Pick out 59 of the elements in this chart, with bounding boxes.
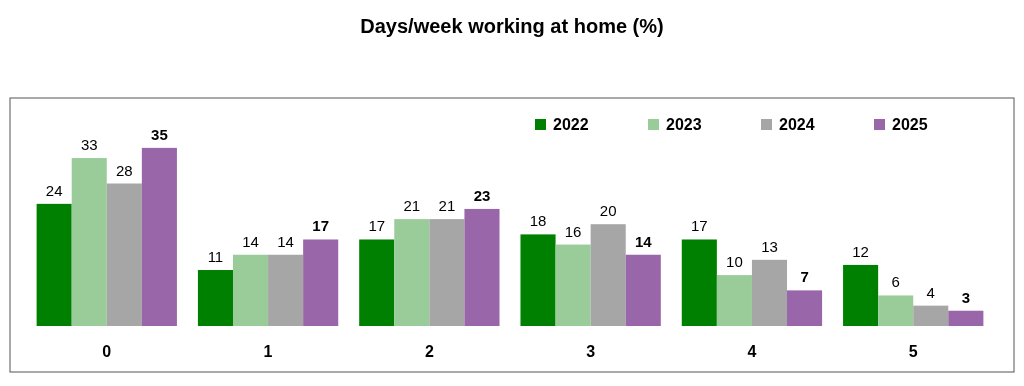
bar bbox=[71, 158, 107, 326]
bar bbox=[681, 239, 717, 326]
legend-label: 2025 bbox=[892, 116, 928, 133]
bar bbox=[913, 305, 949, 326]
data-label: 10 bbox=[726, 253, 743, 271]
bar bbox=[359, 239, 395, 326]
bar bbox=[394, 219, 430, 326]
bar bbox=[625, 254, 661, 326]
data-label: 13 bbox=[761, 237, 778, 255]
data-label: 24 bbox=[45, 181, 63, 199]
data-label: 33 bbox=[80, 136, 98, 154]
legend-label: 2023 bbox=[666, 116, 702, 133]
data-label: 16 bbox=[564, 222, 582, 240]
bar bbox=[197, 270, 233, 326]
x-tick-label: 4 bbox=[747, 343, 757, 360]
bar bbox=[36, 203, 72, 326]
x-tick-label: 3 bbox=[586, 343, 596, 360]
x-tick-label: 0 bbox=[102, 343, 112, 360]
legend-label: 2024 bbox=[779, 116, 815, 133]
bar bbox=[787, 290, 823, 326]
data-label: 3 bbox=[961, 288, 971, 306]
bar bbox=[429, 219, 465, 326]
data-label: 20 bbox=[599, 202, 617, 220]
bar bbox=[232, 254, 269, 326]
bar bbox=[464, 208, 500, 326]
data-label: 12 bbox=[852, 242, 869, 260]
data-label: 28 bbox=[115, 161, 133, 179]
x-tick-label: 5 bbox=[908, 343, 918, 360]
bar bbox=[106, 183, 142, 326]
bar bbox=[590, 224, 626, 326]
data-label: 14 bbox=[242, 232, 259, 250]
bar bbox=[303, 239, 339, 326]
data-label: 18 bbox=[529, 212, 547, 230]
x-tick-label: 1 bbox=[263, 343, 273, 360]
data-label: 7 bbox=[800, 268, 809, 286]
data-label: 17 bbox=[312, 217, 330, 235]
data-label: 4 bbox=[926, 283, 935, 301]
data-label: 21 bbox=[438, 197, 456, 215]
data-label: 17 bbox=[368, 217, 386, 235]
bar bbox=[520, 234, 556, 326]
chart-title: Days/week working at home (%) bbox=[360, 15, 664, 37]
data-label: 35 bbox=[151, 125, 168, 143]
data-label: 6 bbox=[891, 273, 900, 291]
bar bbox=[843, 264, 879, 326]
bar bbox=[878, 295, 914, 326]
data-label: 14 bbox=[277, 232, 294, 250]
bar bbox=[268, 254, 304, 326]
data-label: 11 bbox=[207, 248, 224, 266]
bar bbox=[751, 259, 788, 326]
data-label: 17 bbox=[690, 217, 708, 235]
data-label: 21 bbox=[403, 197, 421, 215]
bar bbox=[716, 275, 752, 326]
bar bbox=[948, 310, 984, 326]
data-label: 14 bbox=[634, 232, 653, 250]
x-tick-label: 2 bbox=[424, 343, 434, 360]
bar bbox=[141, 147, 177, 326]
bar bbox=[555, 244, 591, 326]
legend-label: 2022 bbox=[553, 116, 589, 133]
data-label: 23 bbox=[473, 186, 491, 204]
